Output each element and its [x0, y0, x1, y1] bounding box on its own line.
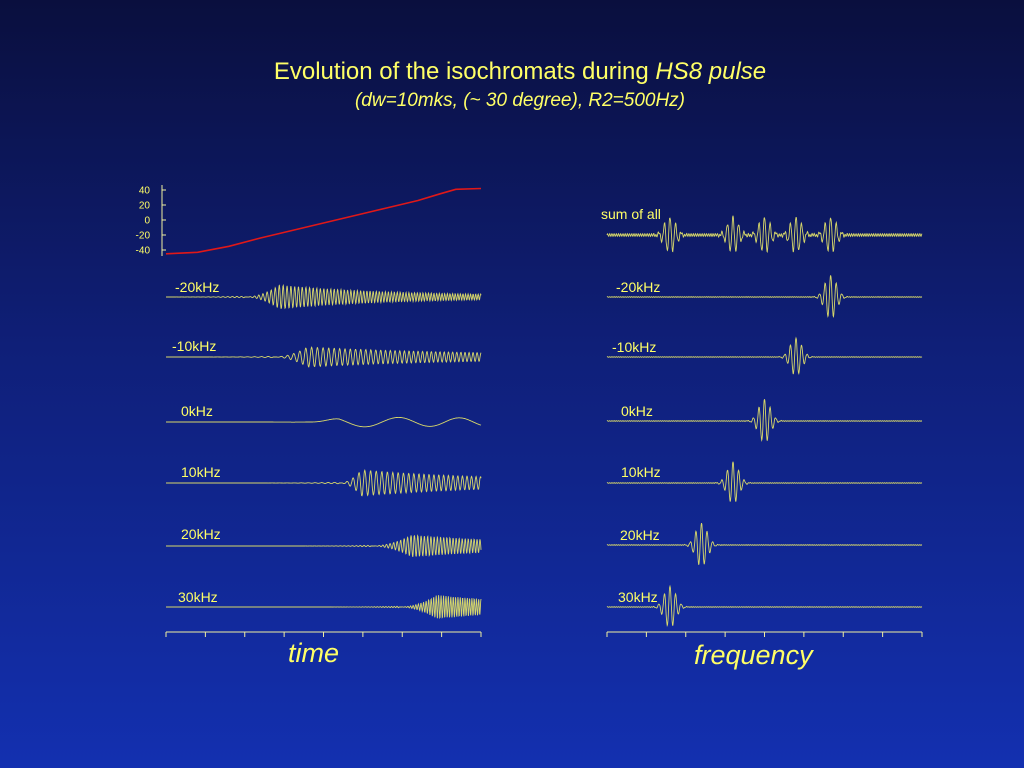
title-block: Evolution of the isochromats during HS8 …: [0, 56, 1024, 114]
freq-trace--10kHz: [606, 336, 923, 376]
time-trace--20kHz: [166, 283, 482, 310]
time-trace-10kHz: [166, 469, 482, 497]
freq-trace-10kHz: [606, 461, 923, 502]
time-trace-30kHz: [166, 595, 482, 620]
freq-trace-sum: [606, 215, 923, 253]
time-trace-20kHz: [166, 534, 482, 558]
frequency-caption: frequency: [694, 640, 813, 670]
time-trace--10kHz: [166, 346, 482, 368]
time-trace-0kHz: [166, 416, 482, 428]
sweep-line: [165, 187, 482, 255]
page-subtitle: (dw=10mks, (~ 30 degree), R2=500Hz): [354, 90, 686, 111]
freq-trace-label: 10kHz: [621, 464, 661, 480]
freq-trace-30kHz: [606, 584, 923, 628]
time-trace-label: 30kHz: [178, 589, 218, 605]
freq-trace-label: -20kHz: [616, 279, 660, 295]
time-caption: time: [288, 638, 340, 668]
title-prefix: Evolution of the isochromats during: [273, 58, 656, 85]
time-trace-label: 20kHz: [181, 526, 221, 542]
title-pulse-name: HS8 pulse: [655, 58, 767, 85]
freq-trace-label: 0kHz: [621, 403, 653, 419]
sweep-y-tick-label: 20: [139, 201, 151, 212]
freq-sum-label: sum of all: [601, 206, 661, 222]
freq-trace--20kHz: [606, 275, 923, 319]
freq-trace-label: 30kHz: [618, 589, 658, 605]
sweep-y-tick-label: 40: [139, 186, 151, 197]
sweep-y-tick-label: -40: [136, 246, 151, 257]
freq-trace-label: 20kHz: [620, 527, 660, 543]
time-trace-label: -20kHz: [175, 279, 219, 295]
time-trace-label: 10kHz: [181, 464, 221, 480]
sweep-y-tick-label: -20: [136, 231, 151, 242]
freq-trace-label: -10kHz: [612, 339, 656, 355]
freq-trace-20kHz: [606, 522, 923, 565]
page-title: Evolution of the isochromats during HS8 …: [0, 56, 1024, 88]
time-trace-label: -10kHz: [172, 338, 216, 354]
freq-trace-0kHz: [606, 399, 923, 442]
sweep-y-tick-label: 0: [144, 216, 150, 227]
time-trace-label: 0kHz: [181, 403, 213, 419]
